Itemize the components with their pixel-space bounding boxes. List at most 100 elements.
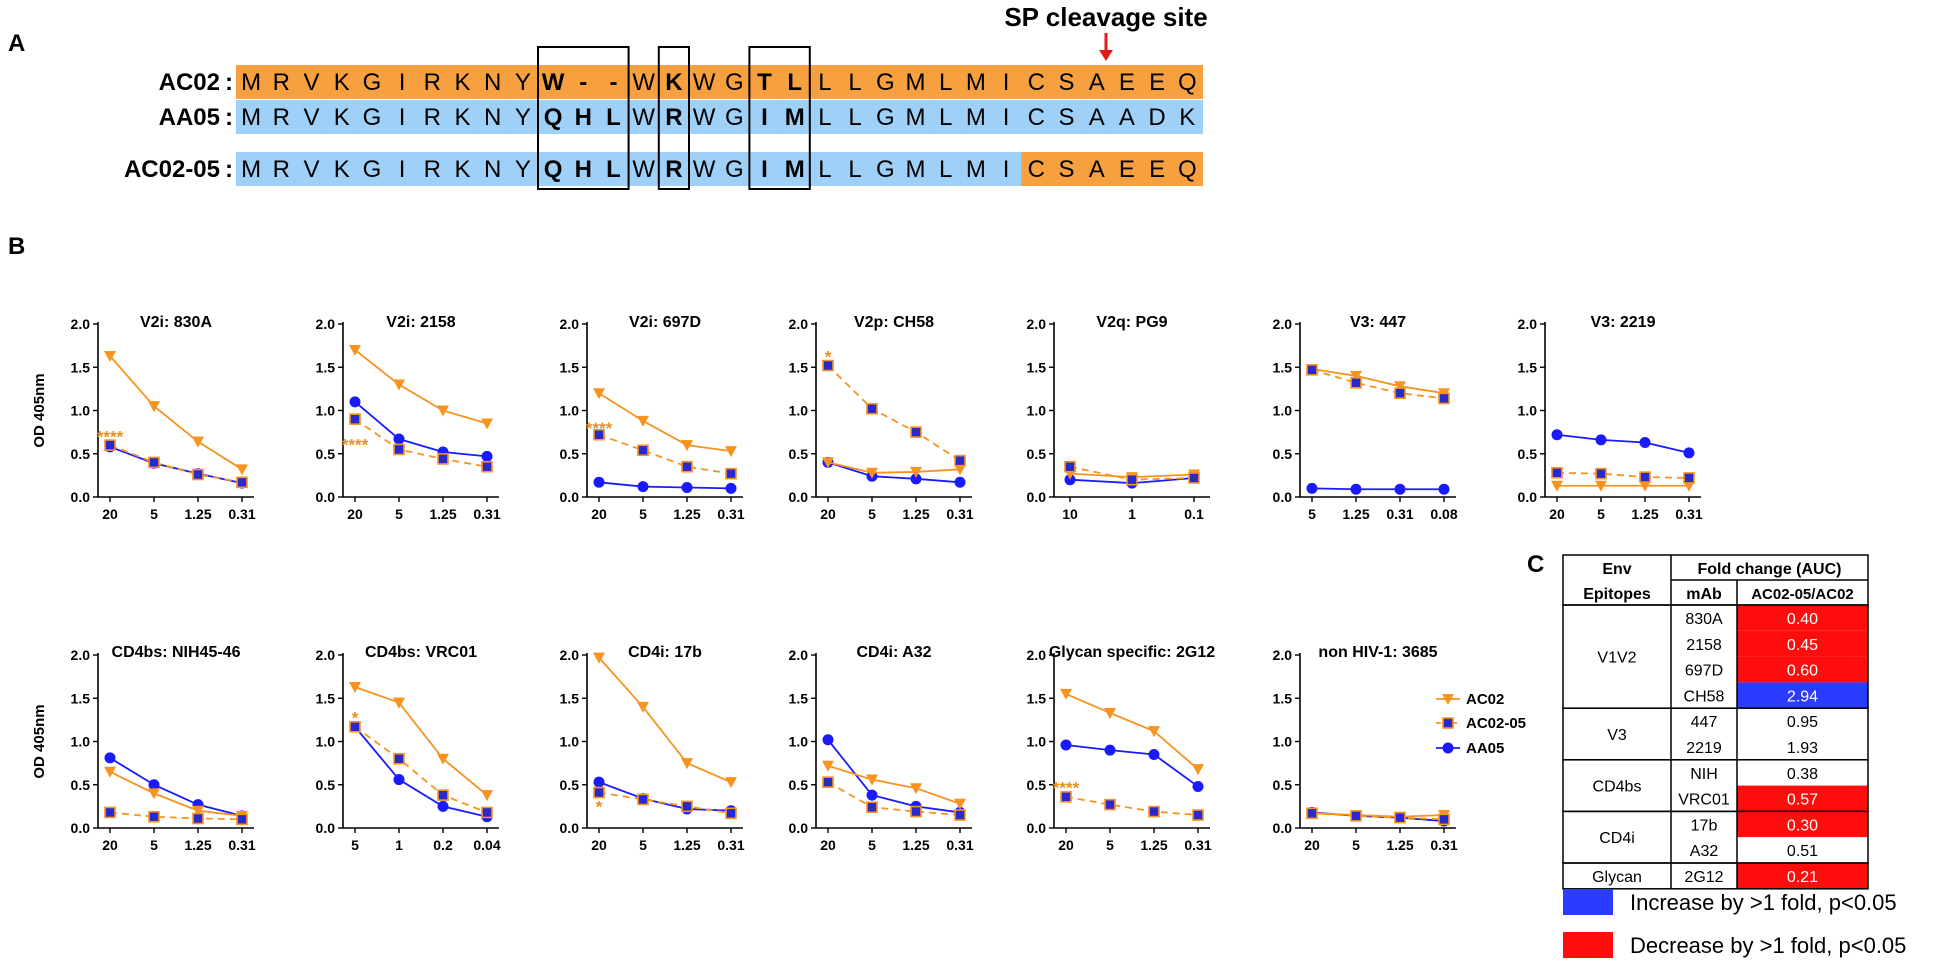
- data-point: [1350, 370, 1362, 382]
- x-tick-label: 0.31: [1386, 506, 1413, 522]
- y-tick-label: 0.0: [71, 820, 91, 836]
- x-tick-label: 0.31: [1675, 506, 1702, 522]
- residue-letter: G: [363, 156, 382, 183]
- sequence-label: AC02-05: [124, 156, 220, 183]
- residue-cell: [900, 152, 932, 186]
- residue-cell: [417, 65, 448, 99]
- epitope-cell: Glycan: [1592, 869, 1642, 886]
- residue-letter: G: [363, 104, 382, 131]
- legend-marker: [1442, 694, 1454, 705]
- y-tick-label: 2.0: [316, 647, 336, 663]
- residue-cell: [568, 100, 599, 134]
- sequence-colon: :: [225, 156, 233, 183]
- residue-cell: [417, 100, 448, 134]
- residue-letter: M: [906, 156, 926, 183]
- data-point: [822, 776, 834, 788]
- data-point: [349, 344, 361, 356]
- residue-letter: W: [542, 69, 565, 96]
- y-tick-label: 2.0: [1273, 316, 1293, 332]
- data-point: [481, 790, 493, 802]
- data-point: [393, 379, 405, 391]
- residue-cell: [749, 152, 781, 186]
- residue-letter: M: [906, 69, 926, 96]
- residue-cell: [296, 65, 328, 99]
- y-tick-label: 2.0: [789, 647, 809, 663]
- data-point: [148, 810, 160, 823]
- residue-letter: S: [1058, 69, 1074, 96]
- x-tick-label: 1.25: [184, 837, 211, 853]
- residue-letter: G: [876, 104, 895, 131]
- residue-letter: R: [273, 104, 290, 131]
- data-point: [954, 798, 966, 810]
- y-tick-label: 1.5: [1027, 359, 1047, 375]
- data-point: [148, 401, 160, 413]
- data-point: [437, 800, 449, 812]
- y-tick-label: 1.0: [1273, 403, 1293, 419]
- residue-letter: G: [876, 69, 895, 96]
- residue-cell: [417, 152, 448, 186]
- residue-cell: [236, 65, 267, 99]
- mab-cell: 697D: [1685, 663, 1723, 680]
- series-line-ac02: [1311, 368, 1445, 395]
- residue-cell: [658, 152, 690, 186]
- chart-13: 0.0 0.5 1.0 1.5 2.0 20 5 1.25 0.31 non HIV-1: 368…: [1273, 644, 1458, 853]
- data-point: [1306, 482, 1318, 494]
- data-point: [725, 467, 737, 480]
- residue-letter: K: [454, 69, 470, 96]
- residue-letter: K: [665, 69, 683, 96]
- ratio-cell: [1737, 656, 1868, 683]
- residue-cell: [779, 100, 811, 134]
- residue-letter: C: [1028, 69, 1045, 96]
- data-point: [1394, 483, 1406, 495]
- data-point: [1350, 377, 1362, 389]
- data-point: [236, 813, 248, 826]
- y-tick-label: 1.5: [789, 690, 809, 706]
- residue-cell: [689, 65, 720, 99]
- residue-cell: [960, 65, 992, 99]
- residue-cell: [447, 100, 479, 134]
- ratio-value: 0.38: [1787, 766, 1818, 783]
- chart-title: CD4i: 17b: [628, 644, 702, 661]
- residue-cell: [326, 152, 358, 186]
- series-line-ac02: [354, 349, 488, 425]
- residue-letter: W: [632, 104, 655, 131]
- residue-cell: [779, 152, 811, 186]
- mab-cell: 17b: [1691, 817, 1718, 834]
- data-point: [593, 388, 605, 400]
- table-col1-header: Epitopes: [1583, 586, 1651, 603]
- y-tick-label: 1.0: [1518, 403, 1538, 419]
- chart-7: 0.0 0.5 1.0 1.5 2.0 20 5 1.25 0.31 V3: 2219: [1518, 314, 1703, 522]
- y-tick-label: 0.0: [71, 489, 91, 505]
- mab-cell: 2219: [1686, 740, 1722, 757]
- series-line-aa05: [109, 757, 243, 817]
- residue-letter: Y: [515, 69, 531, 96]
- residue-letter: Q: [544, 104, 563, 131]
- y-tick-label: 0.5: [1518, 446, 1538, 462]
- data-point: [637, 481, 649, 493]
- y-tick-label: 2.0: [789, 316, 809, 332]
- data-point: [1192, 780, 1204, 792]
- residue-letter: R: [424, 69, 441, 96]
- residue-letter: G: [725, 104, 744, 131]
- residue-cell: [1081, 152, 1113, 186]
- data-point: [954, 476, 966, 488]
- data-point: [349, 396, 361, 408]
- data-point: [681, 800, 693, 813]
- sequence-colon: :: [225, 69, 233, 96]
- residue-cell: [991, 65, 1022, 99]
- series-line-ac02: [598, 656, 732, 783]
- residue-letter: W: [693, 69, 716, 96]
- ratio-cell: [1737, 682, 1868, 709]
- series-line-aa05: [1311, 487, 1444, 491]
- residue-letter: A: [1089, 69, 1105, 96]
- x-tick-label: 5: [868, 506, 876, 522]
- chart-title: V2p: CH58: [854, 314, 934, 331]
- chart-8: 0.0 0.5 1.0 1.5 2.0 20 5 1.25 0.31 CD4bs: NIH45-4…: [31, 644, 256, 853]
- line-charts: 0.0 0.5 1.0 1.5 2.0 20 5 1.25 0.31 V2i: 830A OD 40…: [31, 314, 1703, 853]
- residue-cell: [598, 152, 630, 186]
- x-tick-label: 20: [591, 506, 607, 522]
- data-point: [104, 351, 116, 363]
- data-point: [1639, 480, 1651, 492]
- data-point: [104, 806, 116, 819]
- series-line-ac02: [827, 461, 961, 474]
